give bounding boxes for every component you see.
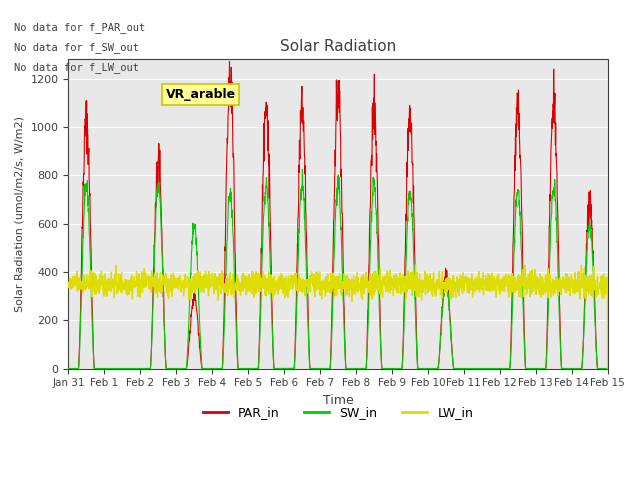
Text: No data for f_LW_out: No data for f_LW_out xyxy=(15,62,140,73)
Legend: PAR_in, SW_in, LW_in: PAR_in, SW_in, LW_in xyxy=(198,401,478,424)
Text: No data for f_PAR_out: No data for f_PAR_out xyxy=(15,22,146,33)
X-axis label: Time: Time xyxy=(323,394,353,407)
Text: VR_arable: VR_arable xyxy=(166,88,236,101)
Title: Solar Radiation: Solar Radiation xyxy=(280,39,396,54)
Text: No data for f_SW_out: No data for f_SW_out xyxy=(15,42,140,53)
Y-axis label: Solar Radiation (umol/m2/s, W/m2): Solar Radiation (umol/m2/s, W/m2) xyxy=(15,116,25,312)
